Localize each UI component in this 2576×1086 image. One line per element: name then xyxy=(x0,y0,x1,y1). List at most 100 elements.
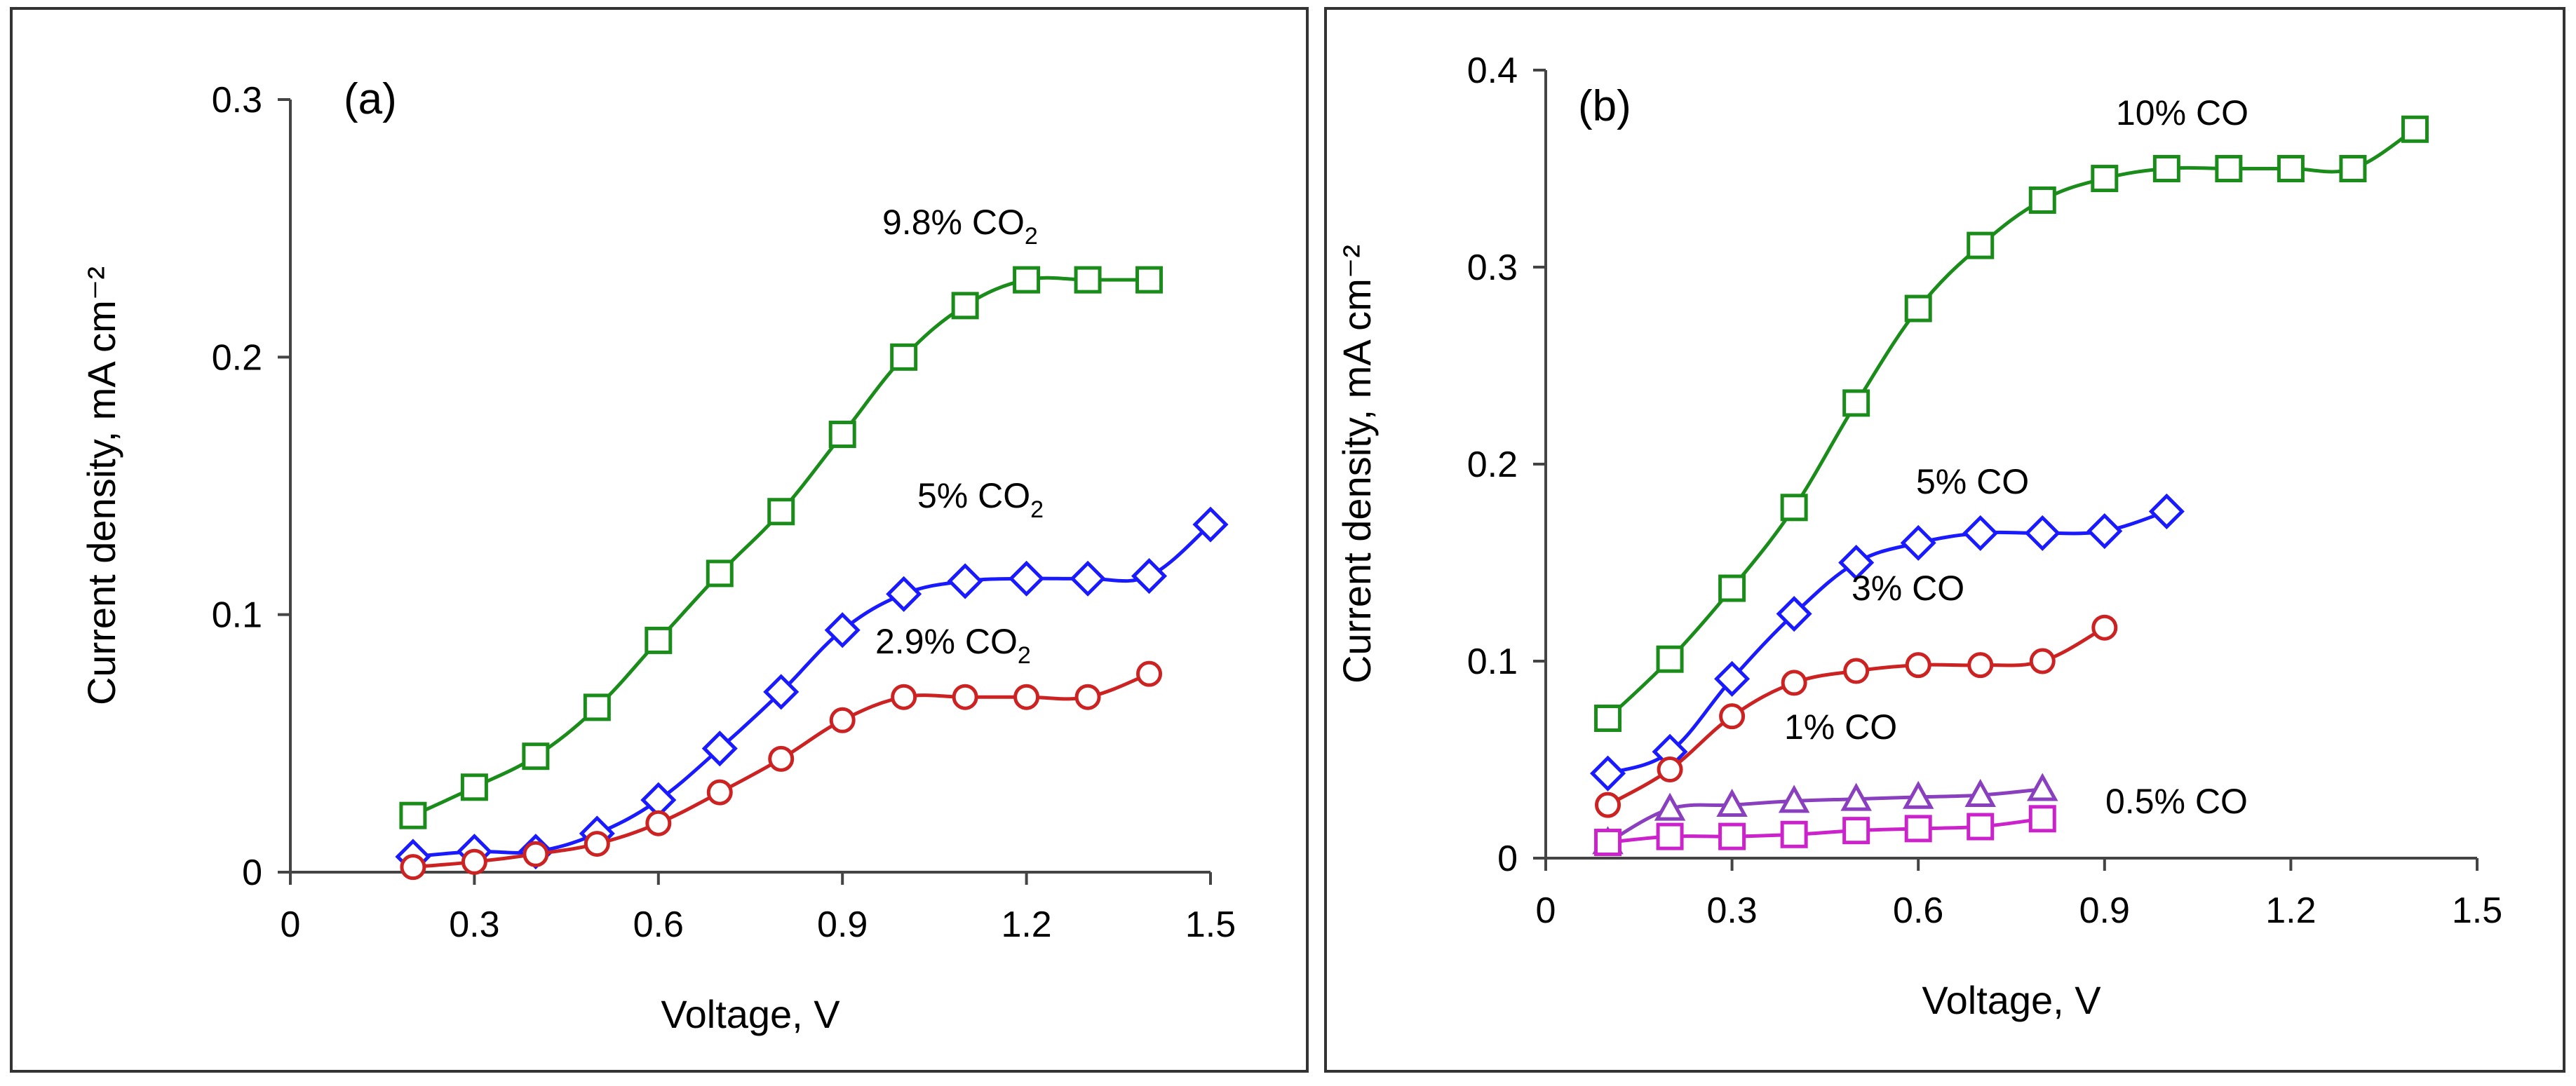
data-point xyxy=(2148,493,2185,529)
data-point xyxy=(1904,294,1932,323)
y-axis-title: Current density, mA cm⁻² xyxy=(1335,245,1379,684)
data-point xyxy=(1135,266,1164,294)
y-tick-label: 0.2 xyxy=(1467,444,1518,485)
data-point xyxy=(1718,822,1746,850)
data-point xyxy=(2027,773,2058,801)
data-point xyxy=(2028,805,2056,833)
x-tick-label: 0.3 xyxy=(449,904,499,945)
data-point xyxy=(890,343,918,371)
y-tick-label: 0.2 xyxy=(212,337,262,378)
data-point xyxy=(1838,544,1875,581)
x-tick-label: 0 xyxy=(281,904,301,945)
data-point xyxy=(461,848,487,875)
x-tick-label: 1.5 xyxy=(1185,904,1236,945)
data-point xyxy=(1074,266,1102,294)
data-point xyxy=(2091,165,2119,193)
data-point xyxy=(1131,558,1168,595)
data-point xyxy=(1009,560,1045,597)
x-tick-label: 0.9 xyxy=(817,904,868,945)
data-point xyxy=(1967,813,1995,841)
series-label: 5% CO2 xyxy=(917,476,1044,523)
y-tick-label: 0.1 xyxy=(1467,642,1518,682)
x-tick-label: 0.6 xyxy=(1893,890,1943,931)
data-point xyxy=(2401,115,2429,143)
series-label: 2.9% CO2 xyxy=(875,622,1031,669)
x-axis-title: Voltage, V xyxy=(1922,978,2101,1022)
data-point xyxy=(767,498,795,526)
series-label: 3% CO xyxy=(1852,569,1964,608)
y-tick-label: 0 xyxy=(1497,839,1518,879)
data-point xyxy=(1657,756,1683,783)
chart-panel-a: 0 0.1 0.2 0.3 0 0.3 0.6 0.9 1.2 1.5 Voltage, V Curr… xyxy=(10,7,1309,1073)
data-point xyxy=(2152,155,2180,182)
data-point xyxy=(1900,524,1936,561)
x-tick-label: 1.2 xyxy=(2265,890,2316,931)
series-line xyxy=(1607,510,2168,775)
series-5-co xyxy=(1589,493,2185,792)
series-line xyxy=(1606,128,2416,720)
x-tick-label: 0.3 xyxy=(1706,890,1757,931)
series-10-co xyxy=(1594,115,2429,732)
series-label: 5% CO xyxy=(1916,462,2029,501)
data-point xyxy=(2339,155,2367,182)
data-point xyxy=(1716,788,1748,817)
data-point xyxy=(706,779,733,806)
data-point xyxy=(1074,684,1101,710)
data-point xyxy=(522,841,549,867)
data-point xyxy=(1778,785,1810,813)
x-tick-label: 0.9 xyxy=(2079,890,2130,931)
data-point xyxy=(1656,822,1684,850)
data-point xyxy=(2091,614,2118,641)
data-point xyxy=(952,684,978,710)
x-tick-label: 0.6 xyxy=(633,904,684,945)
data-point xyxy=(2086,513,2123,550)
data-point xyxy=(1780,820,1808,848)
series-line xyxy=(412,276,1149,817)
series-2-9-co2 xyxy=(400,660,1163,881)
data-point xyxy=(645,626,673,654)
data-point xyxy=(1013,266,1041,294)
data-point xyxy=(1967,652,1994,679)
data-point xyxy=(1714,660,1751,697)
data-point xyxy=(1904,815,1932,843)
data-point xyxy=(1136,660,1163,687)
data-point xyxy=(1781,670,1807,696)
data-point xyxy=(2029,648,2056,674)
data-point xyxy=(583,693,611,721)
data-point xyxy=(1962,515,1999,551)
y-tick-label: 0.3 xyxy=(1467,247,1518,288)
data-point xyxy=(1905,652,1931,679)
y-tick-label: 0.3 xyxy=(212,80,262,121)
data-point xyxy=(763,674,800,710)
series-label: 0.5% CO xyxy=(2105,782,2248,821)
data-point xyxy=(768,745,795,772)
data-point xyxy=(1842,817,1870,845)
data-point xyxy=(400,854,426,881)
series-label: 9.8% CO2 xyxy=(882,203,1038,250)
data-point xyxy=(1719,703,1746,730)
data-point xyxy=(1013,684,1040,710)
data-point xyxy=(947,563,983,599)
data-point xyxy=(1070,560,1106,597)
data-point xyxy=(1718,574,1746,602)
data-point xyxy=(828,421,856,449)
data-point xyxy=(1594,829,1622,857)
data-point xyxy=(2028,186,2056,214)
data-point xyxy=(829,707,856,733)
chart-panel-b: 0 0.1 0.2 0.3 0.4 0 0.3 0.6 0.9 1.2 1.5 Voltage, V C… xyxy=(1324,7,2565,1073)
data-point xyxy=(645,810,672,836)
data-point xyxy=(1594,704,1622,732)
data-point xyxy=(706,559,734,588)
data-point xyxy=(1595,792,1621,818)
series-3-co xyxy=(1595,614,2118,818)
data-point xyxy=(1656,645,1684,673)
data-point xyxy=(1964,778,1996,807)
y-axis-title: Current density, mA cm⁻² xyxy=(79,266,123,705)
series-label: 10% CO xyxy=(2116,93,2248,133)
x-tick-label: 0 xyxy=(1536,890,1556,931)
series-5-co2 xyxy=(395,506,1229,875)
data-point xyxy=(891,684,917,710)
data-point xyxy=(824,612,861,649)
data-point xyxy=(2024,515,2061,551)
data-point xyxy=(701,731,738,767)
